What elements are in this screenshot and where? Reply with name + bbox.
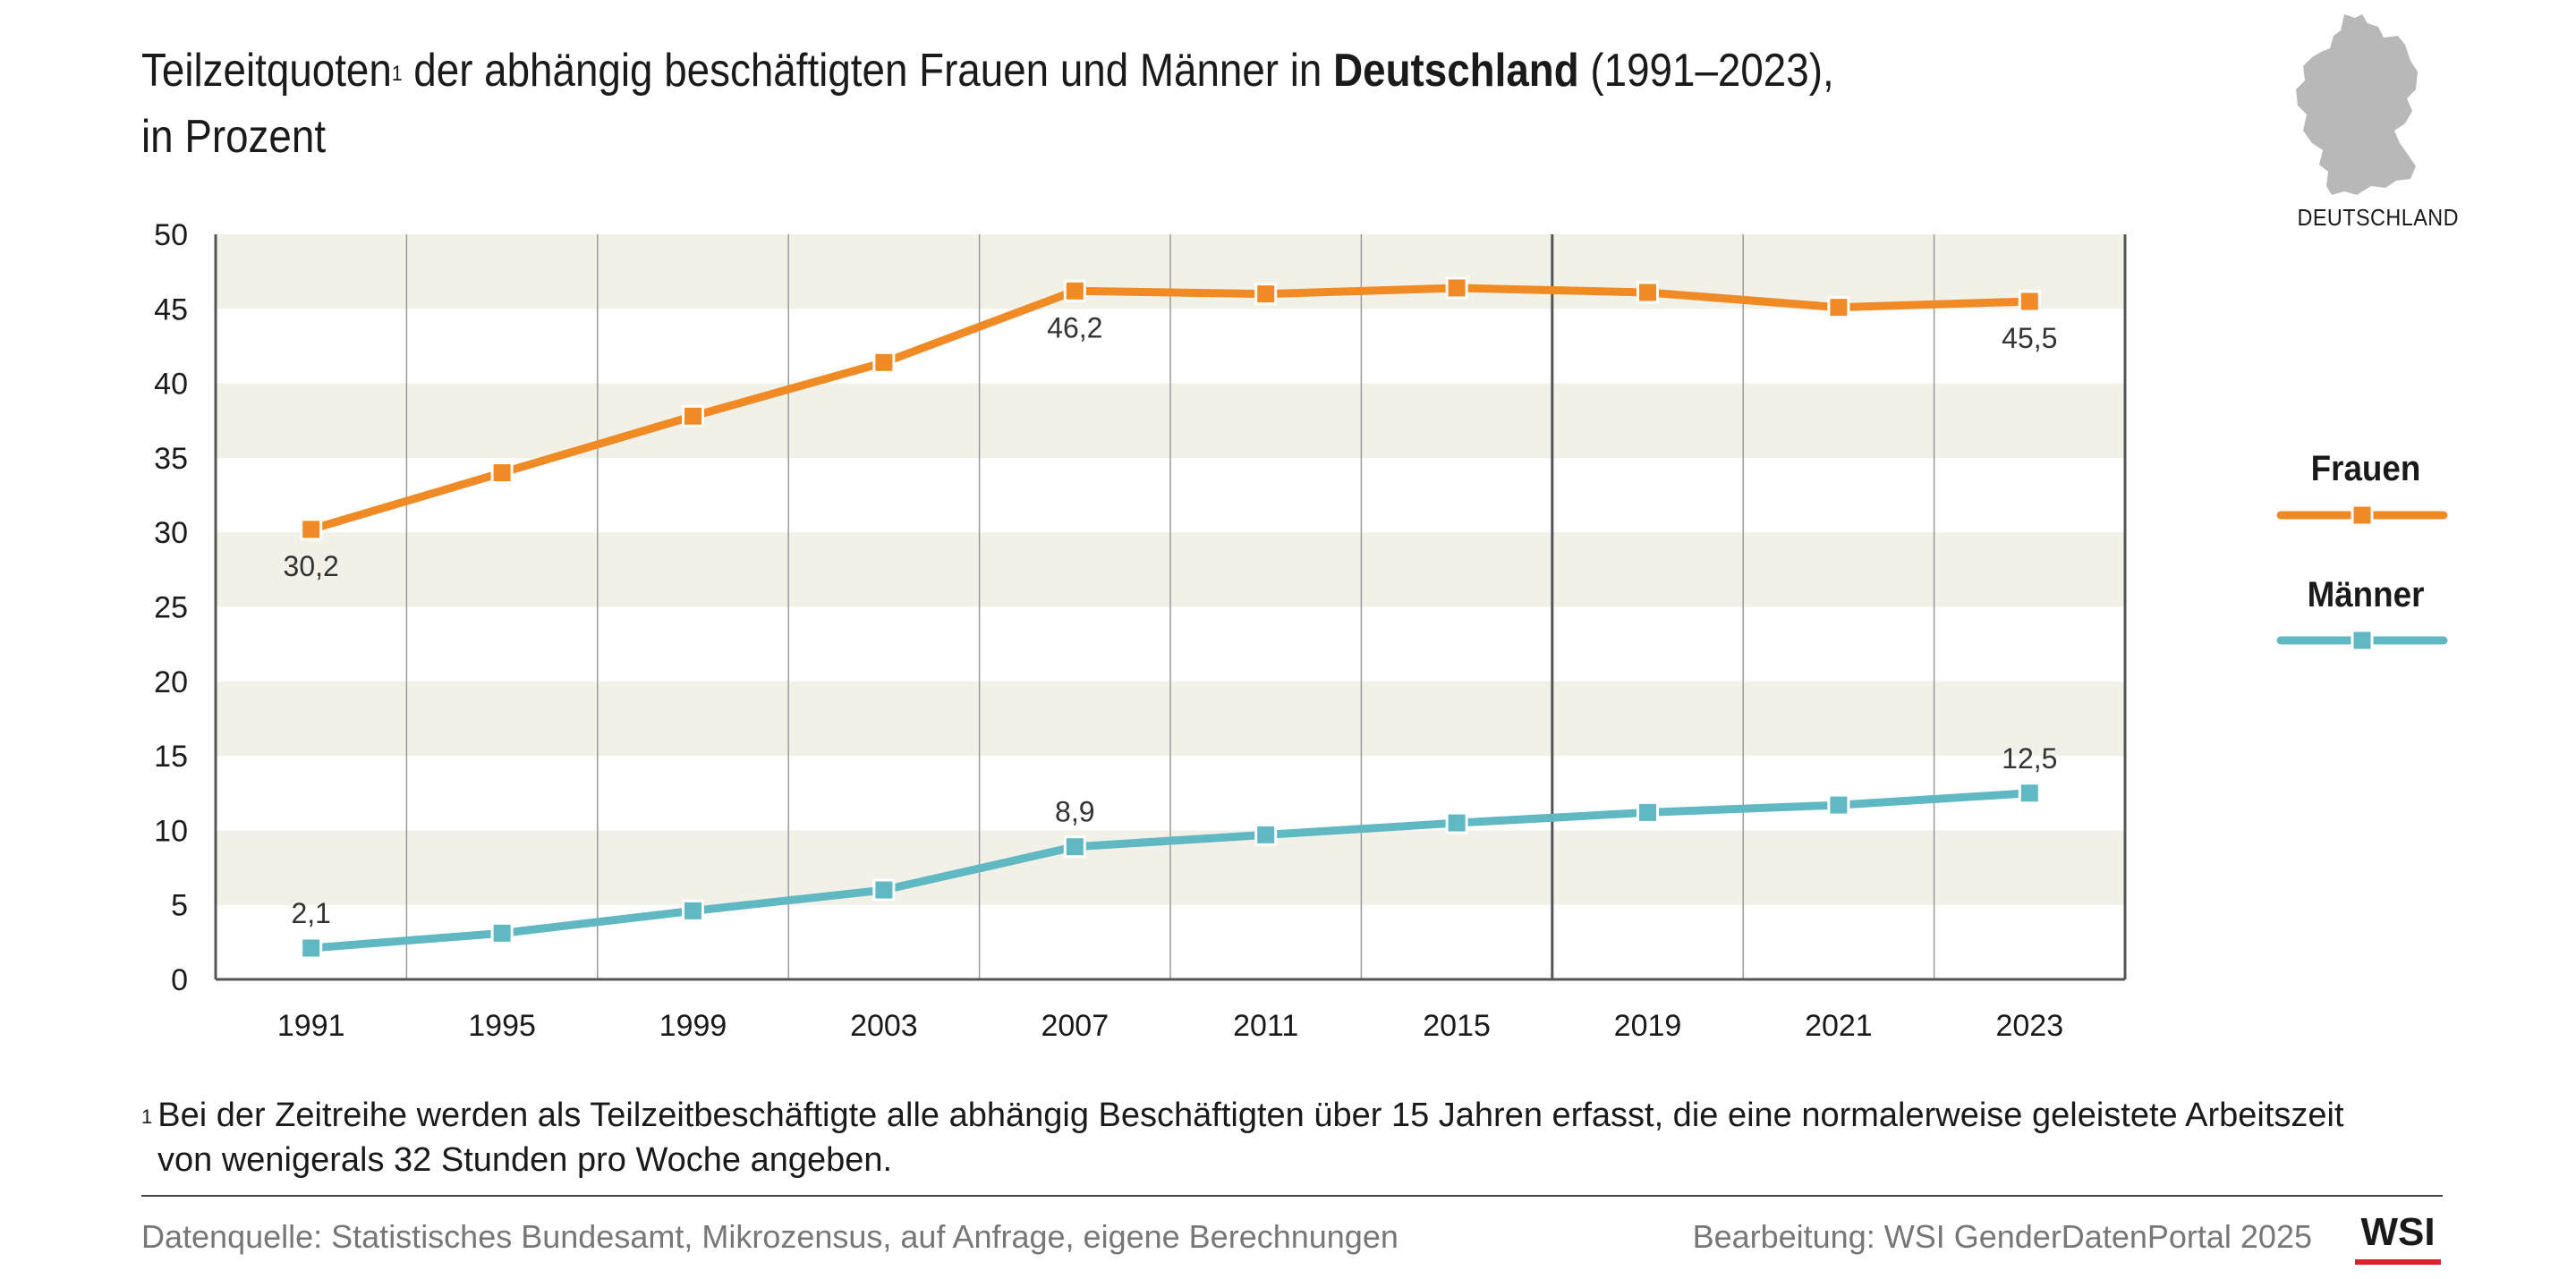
credit: Bearbeitung: WSI GenderDatenPortal 2025 — [1692, 1218, 2312, 1255]
germany-map-shape — [2296, 14, 2418, 195]
data-point — [300, 936, 323, 960]
legend-swatches — [2276, 504, 2448, 652]
data-point — [1827, 296, 1850, 319]
legend-marker — [2351, 629, 2374, 652]
x-tick-label: 2019 — [1614, 1009, 1682, 1043]
legend-label-maenner: Männer — [2307, 575, 2425, 614]
x-tick-label: 2023 — [1995, 1009, 2063, 1043]
title-line2: in Prozent — [141, 111, 327, 163]
data-point — [1063, 835, 1086, 859]
y-axis-ticks: 0 5 10 15 20 25 30 35 40 45 50 — [154, 218, 188, 997]
y-tick-label: 40 — [154, 368, 188, 402]
vertical-gridlines — [405, 234, 1935, 979]
data-point — [2018, 782, 2041, 805]
y-tick-label: 20 — [154, 665, 188, 699]
data-labels: 30,2 46,2 45,5 2,1 8,9 12,5 — [284, 311, 2058, 929]
series-lines — [300, 276, 2041, 960]
data-point — [1254, 283, 1278, 306]
footnote: 1 Bei der Zeitreihe werden als Teilzeitbe… — [141, 1093, 2432, 1182]
data-label: 8,9 — [1055, 796, 1094, 828]
wsi-logo: WSI — [2360, 1210, 2436, 1254]
footnote-line1: Bei der Zeitreihe werden als Teilzeitbes… — [157, 1097, 2344, 1134]
y-tick-label: 0 — [171, 963, 188, 997]
x-tick-label: 1999 — [659, 1009, 727, 1043]
data-label: 2,1 — [291, 897, 330, 929]
data-point — [1254, 823, 1278, 846]
chart-title: Teilzeitquoten1 der abhängig beschäftigt… — [141, 38, 1952, 170]
x-tick-label: 1995 — [468, 1009, 536, 1043]
y-tick-label: 45 — [154, 292, 188, 326]
x-tick-label: 2021 — [1805, 1009, 1873, 1043]
data-point — [682, 404, 704, 428]
data-label: 46,2 — [1047, 311, 1102, 343]
data-point — [300, 518, 323, 541]
y-tick-label: 25 — [154, 591, 188, 625]
y-tick-label: 35 — [154, 442, 188, 476]
title-part2: der abhängig beschäftigten Frauen und Mä… — [402, 45, 1334, 97]
y-tick-label: 50 — [154, 218, 188, 252]
data-point — [2018, 290, 2041, 313]
legend-label-frauen: Frauen — [2310, 449, 2421, 488]
wsi-logo-accent — [2355, 1259, 2441, 1265]
y-tick-label: 10 — [154, 814, 188, 848]
data-source: Datenquelle: Statistisches Bundesamt, Mi… — [141, 1218, 1399, 1255]
title-part1: Teilzeitquoten — [141, 45, 392, 97]
series-line-1 — [307, 789, 2034, 953]
footer-divider — [141, 1195, 2443, 1197]
data-point — [872, 878, 896, 902]
y-tick-label: 15 — [154, 740, 188, 774]
x-tick-label: 1991 — [277, 1009, 345, 1043]
data-label: 45,5 — [2002, 322, 2057, 354]
axes — [214, 234, 2127, 981]
data-label: 30,2 — [284, 550, 339, 582]
data-label: 12,5 — [2002, 742, 2057, 775]
data-point — [682, 899, 704, 922]
data-point — [1445, 811, 1468, 834]
x-tick-label: 2015 — [1423, 1009, 1491, 1043]
footnote-marker: 1 — [141, 1105, 153, 1128]
data-point — [872, 351, 896, 374]
data-point — [490, 921, 514, 944]
footnote-line2: von wenigerals 32 Stunden pro Woche ange… — [157, 1141, 893, 1179]
germany-map-icon — [2296, 14, 2418, 195]
title-part3: (1991–2023), — [1578, 45, 1834, 97]
x-tick-label: 2007 — [1041, 1009, 1109, 1043]
title-country: Deutschland — [1333, 45, 1579, 97]
y-tick-label: 5 — [171, 889, 188, 923]
data-point — [1827, 793, 1850, 817]
data-point — [490, 462, 514, 485]
x-tick-label: 2011 — [1233, 1009, 1298, 1043]
x-tick-label: 2003 — [850, 1009, 918, 1043]
data-point — [1637, 800, 1659, 824]
data-point — [1637, 281, 1659, 304]
legend-marker — [2351, 504, 2374, 527]
data-point — [1445, 276, 1468, 300]
x-axis-ticks: 1991 1995 1999 2003 2007 2011 2015 2019 2021 2023 — [277, 1009, 2063, 1043]
title-footnote-marker: 1 — [391, 62, 403, 86]
series-line-0 — [307, 284, 2034, 534]
y-tick-label: 30 — [154, 516, 188, 550]
data-point — [1063, 279, 1086, 302]
